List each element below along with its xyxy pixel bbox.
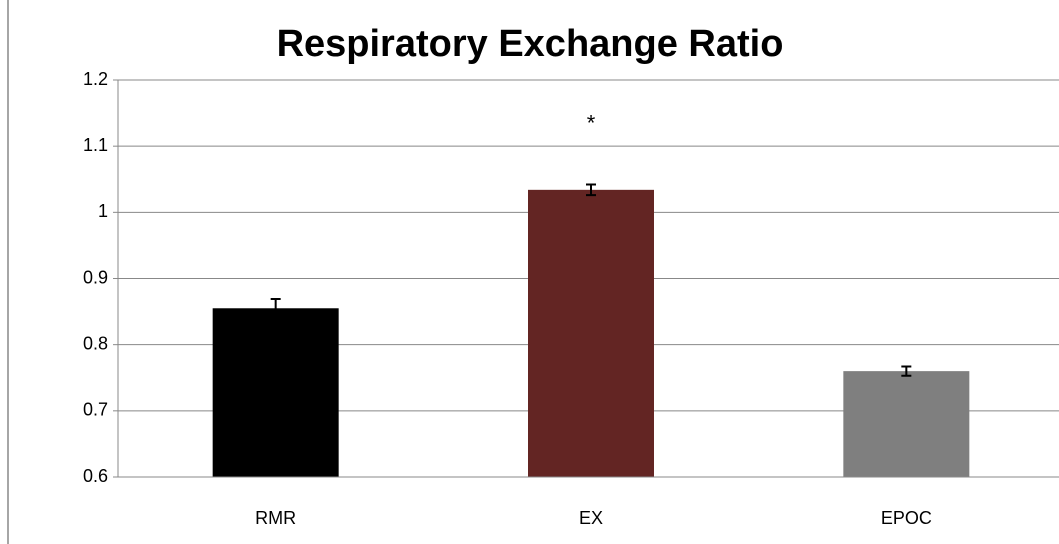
chart-title: Respiratory Exchange Ratio: [277, 23, 784, 65]
x-tick-label: EX: [579, 508, 603, 528]
y-tick-label: 1.1: [83, 135, 108, 155]
annotation: *: [587, 110, 596, 135]
bar: [212, 308, 339, 477]
error-bar: [901, 365, 912, 377]
bar: [843, 371, 970, 477]
y-tick-label: 1: [98, 201, 108, 221]
y-tick-label: 0.6: [83, 466, 108, 486]
y-tick-label: 0.9: [83, 267, 108, 287]
error-bar: [270, 298, 281, 319]
x-tick-label: EPOC: [881, 508, 932, 528]
bar: [528, 189, 654, 477]
error-bar: [586, 183, 596, 197]
y-tick-label: 1.2: [83, 69, 108, 89]
x-tick-label: RMR: [255, 508, 296, 528]
y-tick-label: 0.7: [83, 400, 108, 420]
y-tick-label: 0.8: [83, 333, 108, 353]
